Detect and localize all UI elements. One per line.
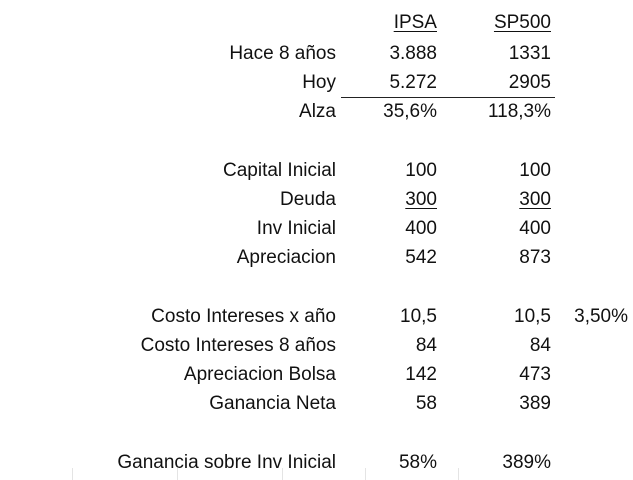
ipsa-value: 300 [405,189,437,210]
row-label: Capital Inicial [223,160,336,181]
sp500-value: 118,3% [487,101,551,122]
gridline [72,468,73,480]
ipsa-value: 142 [405,364,437,385]
ipsa-value: 5.272 [389,72,437,93]
table-row: Apreciacion 542 873 [0,243,633,272]
table-row: Deuda 300 300 [0,185,633,214]
row-label: Costo Intereses 8 años [140,335,336,356]
header-ipsa: IPSA [393,12,437,33]
sp500-value: 300 [519,189,551,210]
sp500-value: 100 [519,160,551,181]
table-row: Ganancia Neta 58 389 [0,389,633,418]
row-label: Deuda [280,189,336,210]
sp500-value: 400 [519,218,551,239]
sum-divider [341,97,555,98]
gridline [282,468,283,480]
sp500-value: 84 [529,335,551,356]
table-row: Inv Inicial 400 400 [0,214,633,243]
table-row: Apreciacion Bolsa 142 473 [0,360,633,389]
row-label: Inv Inicial [256,218,336,239]
table-row: Costo Intereses 8 años 84 84 [0,331,633,360]
interest-rate-value: 3,50% [574,306,628,327]
ipsa-value: 400 [405,218,437,239]
row-label: Alza [299,101,336,122]
sp500-value: 10,5 [514,306,551,327]
sp500-value: 473 [519,364,551,385]
ipsa-value: 58 [415,393,437,414]
ipsa-value: 58% [398,452,437,473]
header-row: IPSA SP500 [0,8,633,37]
ipsa-value: 542 [405,247,437,268]
row-label: Ganancia Neta [209,393,336,414]
sp500-value: 873 [519,247,551,268]
gridline [177,468,178,480]
sp500-value: 389% [502,452,551,473]
header-sp500: SP500 [493,12,551,33]
ipsa-value: 35,6% [383,101,437,122]
table-row: Hace 8 años 3.888 1331 [0,39,633,68]
table-row: Hoy 5.272 2905 [0,68,633,97]
table-row: Ganancia sobre Inv Inicial 58% 389% [0,448,633,477]
table-row: Alza 35,6% 118,3% [0,97,633,126]
row-label: Apreciacion [236,247,336,268]
gridline [365,468,366,480]
ipsa-value: 100 [405,160,437,181]
ipsa-value: 10,5 [400,306,437,327]
row-label: Costo Intereses x año [151,306,336,327]
sp500-value: 2905 [508,72,551,93]
ipsa-value: 3.888 [389,43,437,64]
sp500-value: 389 [519,393,551,414]
table-row: Capital Inicial 100 100 [0,156,633,185]
row-label: Hace 8 años [229,43,336,64]
ipsa-value: 84 [415,335,437,356]
row-label: Ganancia sobre Inv Inicial [117,452,336,473]
gridline [458,468,459,480]
row-label: Apreciacion Bolsa [183,364,336,385]
row-label: Hoy [302,72,336,93]
sp500-value: 1331 [508,43,551,64]
table-row: Costo Intereses x año 10,5 10,5 3,50% [0,302,633,331]
